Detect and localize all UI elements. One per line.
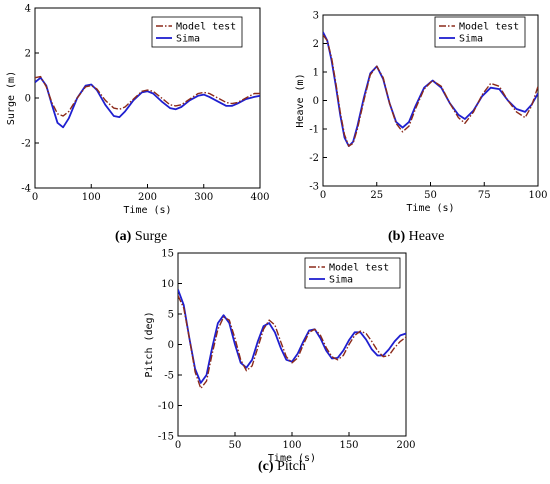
- y-tick-label: 2: [313, 39, 319, 50]
- caption-text: Heave: [405, 229, 444, 244]
- legend-label: Model test: [329, 263, 389, 274]
- y-axis-label: Heave (m): [295, 73, 306, 127]
- series-line-model-test: [35, 75, 260, 117]
- x-tick-label: 0: [320, 190, 326, 201]
- panel-heave: 0 25 50 75 100 -3 -2 -1 0 1 2 3 Time (s) Heave (m) Mod…: [295, 11, 548, 245]
- x-tick-label: 200: [396, 440, 415, 451]
- x-tick-label: 0: [32, 192, 38, 203]
- legend-box: [151, 16, 243, 48]
- y-tick-label: 10: [161, 279, 174, 290]
- x-tick-label: 300: [194, 192, 213, 203]
- caption-letter: (b): [388, 229, 405, 244]
- x-axis-label: Time (s): [268, 453, 316, 464]
- legend-box: [304, 257, 401, 289]
- y-tick-label: -3: [309, 182, 319, 193]
- x-tick-label: 50: [424, 190, 437, 201]
- panel-caption: (a) Surge: [115, 229, 167, 244]
- legend-label: Sima: [329, 275, 353, 286]
- y-axis-label: Pitch (deg): [144, 311, 155, 377]
- y-tick-label: 0: [313, 96, 319, 107]
- x-tick-label: 75: [478, 190, 491, 201]
- legend-label: Model test: [176, 22, 236, 33]
- x-tick-label: 50: [229, 440, 242, 451]
- y-tick-label: -5: [164, 371, 174, 382]
- x-tick-label: 400: [250, 192, 269, 203]
- y-tick-label: 0: [168, 340, 174, 351]
- y-tick-label: 3: [313, 11, 319, 22]
- x-tick-label: 25: [370, 190, 383, 201]
- y-tick-label: 4: [25, 4, 31, 15]
- x-tick-label: 100: [282, 440, 301, 451]
- x-tick-label: 200: [138, 192, 157, 203]
- x-tick-label: 150: [339, 440, 358, 451]
- series-line-sima: [35, 76, 260, 129]
- y-tick-label: -2: [309, 153, 319, 164]
- panel-surge: 0 100 200 300 400 -4 -2 0 2 4 Time (s) Surge (m) Mod…: [6, 4, 270, 245]
- y-tick-label: -4: [21, 184, 31, 195]
- series-line-sima: [178, 289, 406, 384]
- caption-letter: (c): [258, 459, 274, 474]
- caption-text: Surge: [131, 229, 167, 244]
- y-tick-label: 5: [168, 310, 174, 321]
- legend-label: Sima: [176, 34, 200, 45]
- caption-letter: (a): [115, 229, 132, 244]
- legend-label: Model test: [459, 22, 519, 33]
- y-axis-label: Surge (m): [6, 71, 17, 125]
- x-tick-label: 0: [175, 440, 181, 451]
- legend-box: [434, 16, 526, 48]
- x-tick-label: 100: [528, 190, 547, 201]
- y-tick-label: -15: [158, 432, 174, 443]
- y-tick-label: 15: [161, 249, 174, 260]
- panel-caption: (b) Heave: [388, 229, 444, 244]
- y-tick-label: -10: [158, 401, 174, 412]
- series-line-model-test: [323, 34, 538, 147]
- x-tick-label: 100: [82, 192, 101, 203]
- y-tick-label: 0: [25, 94, 31, 105]
- y-tick-label: -1: [309, 125, 319, 136]
- x-axis-label: Time (s): [406, 203, 454, 214]
- legend-label: Sima: [459, 34, 483, 45]
- y-tick-label: 2: [25, 49, 31, 60]
- panel-caption: (c) Pitch: [258, 459, 306, 474]
- panel-pitch: 0 50 100 150 200 -15 -10 -5 0 5 10 15 Time (s) Pitch …: [144, 249, 416, 475]
- series-line-model-test: [178, 295, 406, 390]
- x-axis-label: Time (s): [123, 205, 171, 216]
- y-tick-label: -2: [21, 139, 31, 150]
- series-line-sima: [323, 31, 538, 148]
- caption-text: Pitch: [274, 459, 306, 474]
- y-tick-label: 1: [313, 68, 319, 79]
